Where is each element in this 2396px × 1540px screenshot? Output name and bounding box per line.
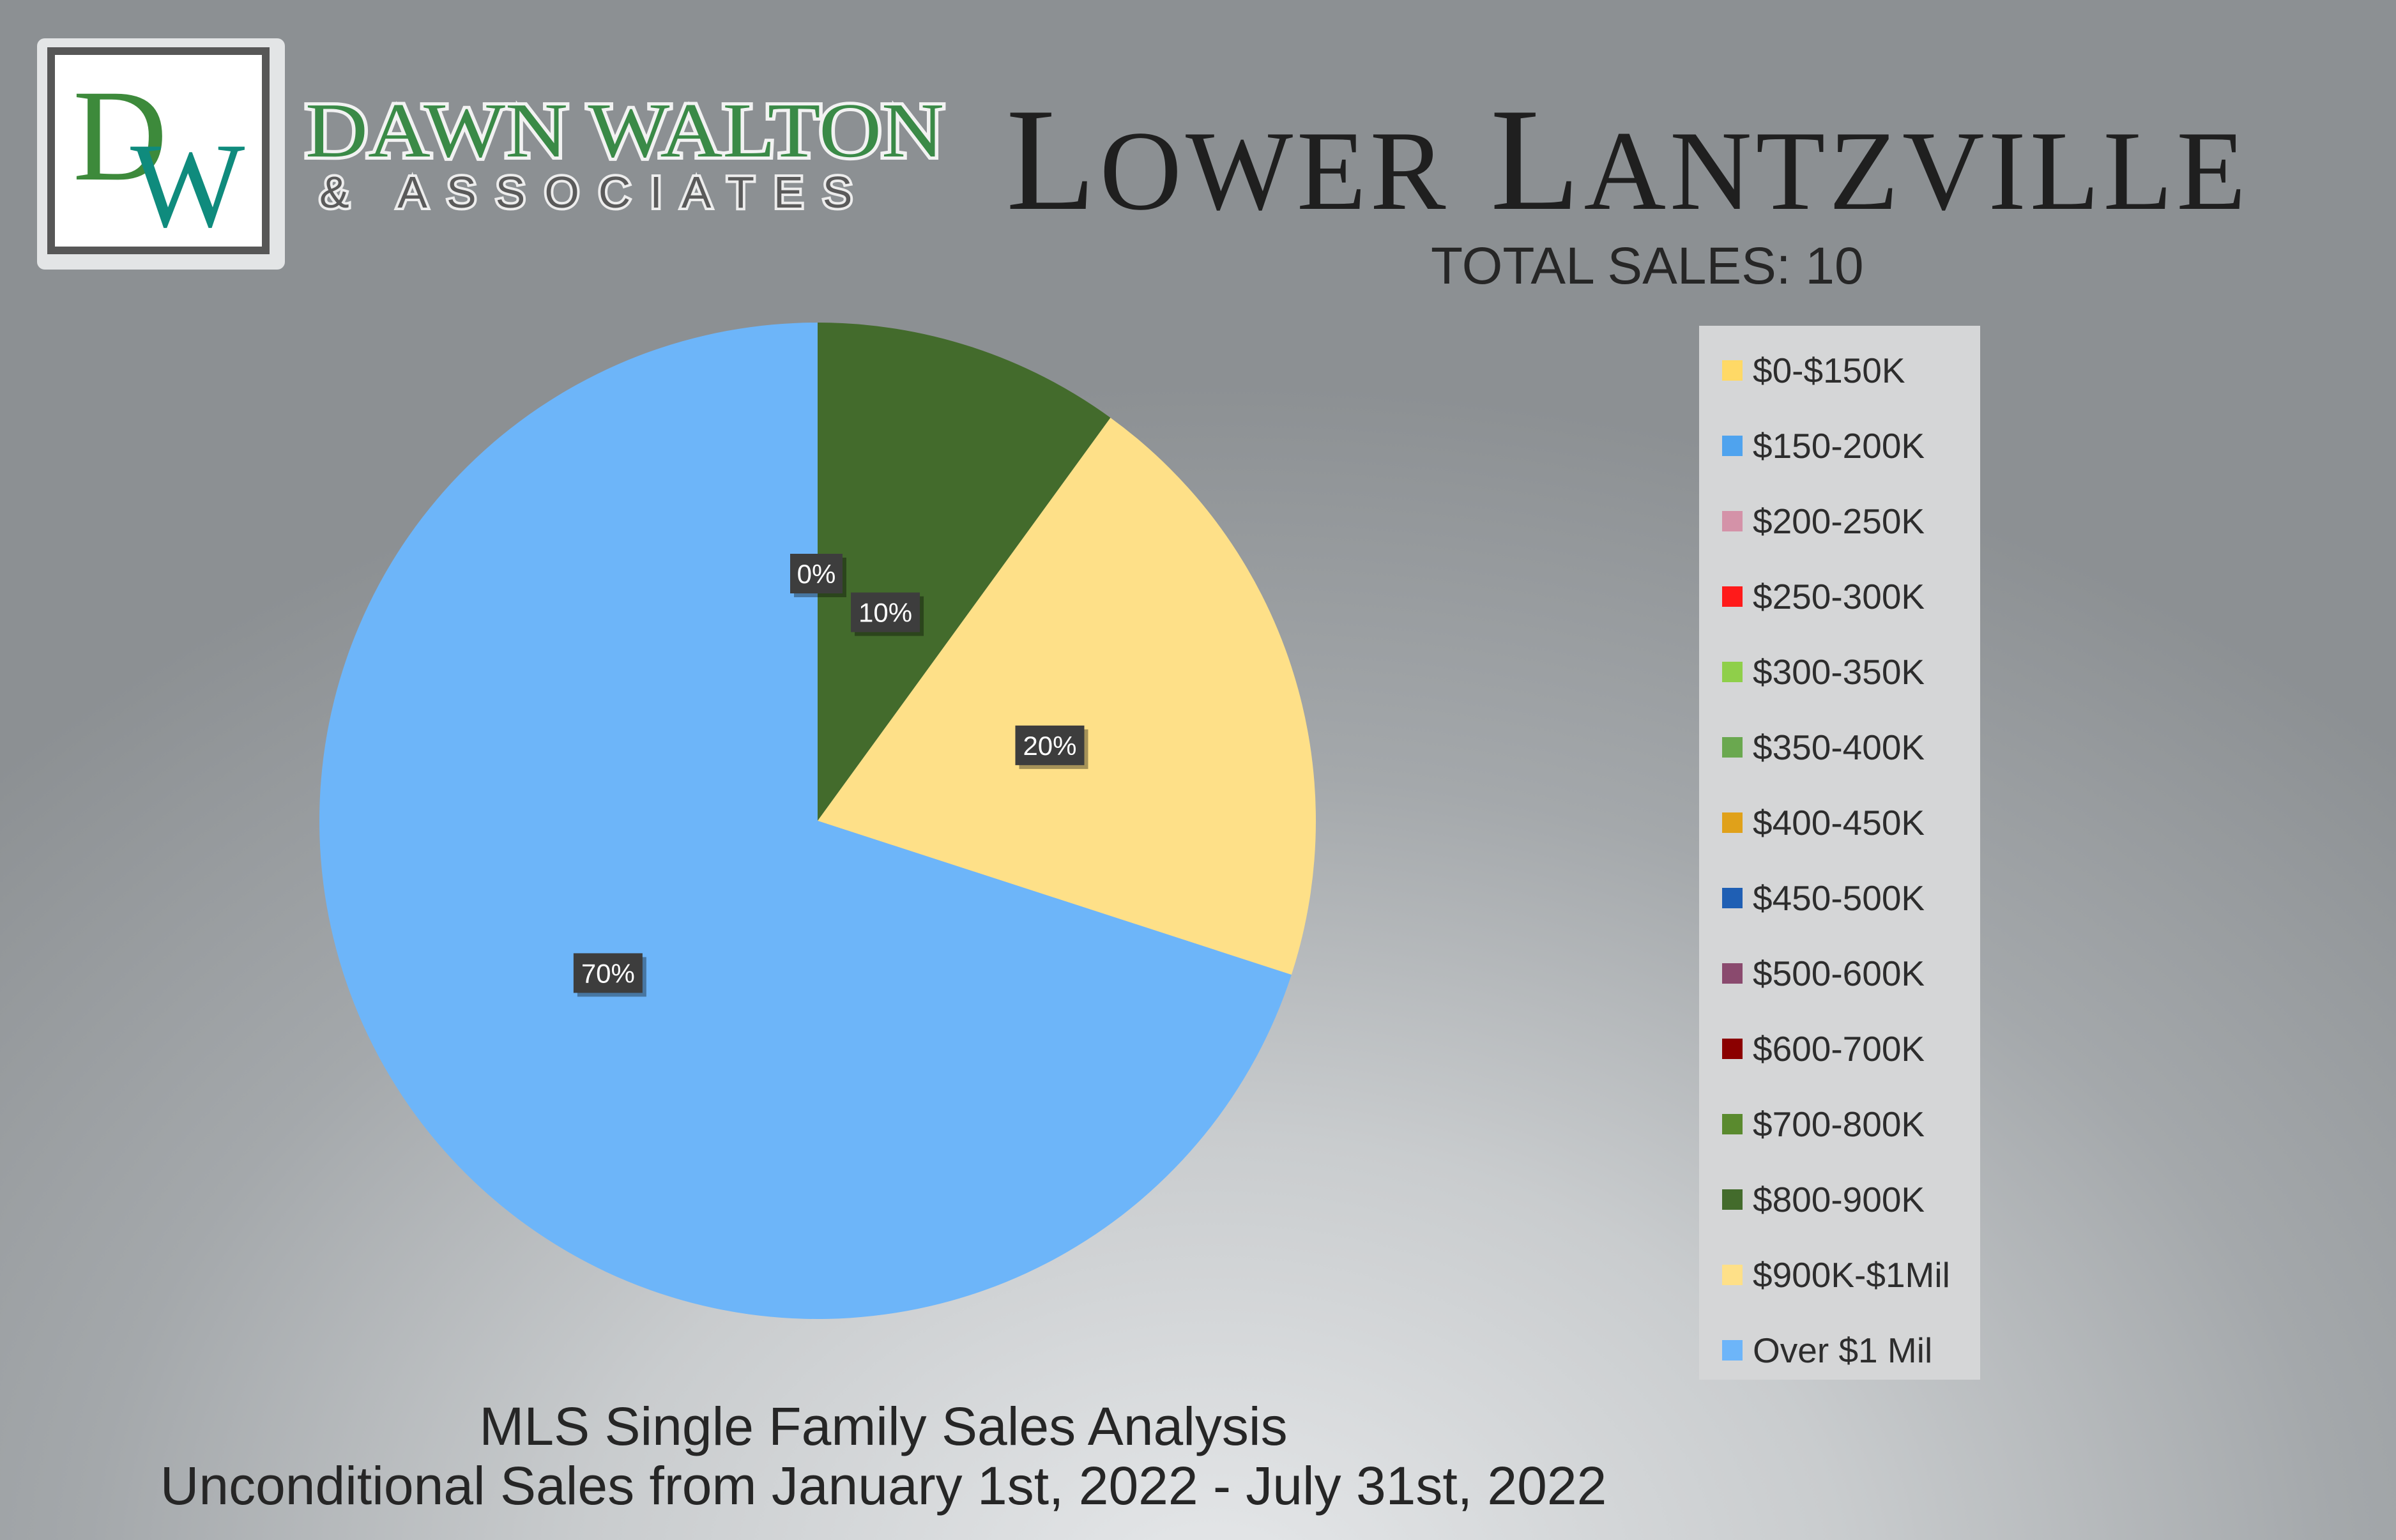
legend-swatch bbox=[1722, 812, 1743, 833]
legend-label: Over $1 Mil bbox=[1753, 1330, 1933, 1370]
legend-item: $150-200K bbox=[1722, 426, 1925, 466]
legend-swatch bbox=[1722, 1114, 1743, 1134]
logo-monogram-w: W bbox=[130, 119, 245, 247]
data-label-4: 70% bbox=[573, 953, 646, 997]
legend-label: $250-300K bbox=[1753, 577, 1925, 616]
legend-item: $200-250K bbox=[1722, 501, 1925, 541]
legend-item: Over $1 Mil bbox=[1722, 1330, 1933, 1370]
page-title: LOWER LANTZVILLE bbox=[1006, 78, 2250, 241]
legend-swatch bbox=[1722, 662, 1743, 682]
legend-label: $150-200K bbox=[1753, 426, 1925, 466]
svg-text:70%: 70% bbox=[581, 958, 635, 988]
legend-item: $0-$150K bbox=[1722, 351, 1905, 390]
legend-swatch bbox=[1722, 1265, 1743, 1285]
legend-item: $500-600K bbox=[1722, 954, 1925, 993]
legend-swatch bbox=[1722, 888, 1743, 908]
legend-label: $400-450K bbox=[1753, 803, 1925, 842]
legend-item: $700-800K bbox=[1722, 1104, 1925, 1144]
legend-item: $350-400K bbox=[1722, 728, 1925, 767]
legend-item: $250-300K bbox=[1722, 577, 1925, 616]
legend-label: $900K-$1Mil bbox=[1753, 1255, 1950, 1295]
legend-swatch bbox=[1722, 511, 1743, 531]
legend-item: $800-900K bbox=[1722, 1180, 1925, 1219]
pie-slice-over-1-mil bbox=[319, 323, 1292, 1319]
pie-slice-900k-1mil bbox=[818, 417, 1316, 975]
legend-item: $900K-$1Mil bbox=[1722, 1255, 1950, 1295]
logo-monogram-d: D bbox=[73, 63, 167, 208]
total-sales-label: TOTAL SALES: 10 bbox=[1431, 237, 1864, 295]
legend-label: $700-800K bbox=[1753, 1104, 1925, 1144]
svg-text:0%: 0% bbox=[797, 559, 836, 589]
legend-swatch bbox=[1722, 963, 1743, 984]
legend-label: $800-900K bbox=[1753, 1180, 1925, 1219]
legend-swatch bbox=[1722, 586, 1743, 607]
legend-label: $0-$150K bbox=[1753, 351, 1905, 390]
legend-item: $300-350K bbox=[1722, 652, 1925, 692]
legend-item: $600-700K bbox=[1722, 1029, 1925, 1069]
legend-label: $450-500K bbox=[1753, 878, 1925, 918]
svg-text:20%: 20% bbox=[1023, 731, 1076, 761]
legend-label: $350-400K bbox=[1753, 728, 1925, 767]
svg-text:10%: 10% bbox=[858, 598, 912, 628]
brand-sub: & ASSOCIATES bbox=[319, 167, 871, 217]
legend-swatch bbox=[1722, 360, 1743, 381]
data-label-2: 10% bbox=[851, 592, 924, 636]
chart-legend: $0-$150K $150-200K $200-250K $250-300K $300-… bbox=[1699, 326, 1980, 1380]
legend-swatch bbox=[1722, 737, 1743, 758]
brand-wordmark: DAWN WALTON & ASSOCIATES bbox=[302, 84, 947, 220]
pie-slice-800-900k bbox=[818, 323, 1111, 821]
legend-item: $400-450K bbox=[1722, 803, 1925, 842]
brand-name: DAWN WALTON bbox=[305, 88, 944, 174]
legend-swatch bbox=[1722, 1039, 1743, 1059]
legend-swatch bbox=[1722, 436, 1743, 456]
legend-label: $300-350K bbox=[1753, 652, 1925, 692]
legend-label: $600-700K bbox=[1753, 1029, 1925, 1069]
legend-item: $450-500K bbox=[1722, 878, 1925, 918]
chart-subtitle-2: Unconditional Sales from January 1st, 20… bbox=[160, 1456, 1607, 1516]
legend-swatch bbox=[1722, 1340, 1743, 1361]
data-label-1: 0% bbox=[790, 554, 846, 597]
legend-label: $500-600K bbox=[1753, 954, 1925, 993]
legend-label: $200-250K bbox=[1753, 501, 1925, 541]
data-label-3: 20% bbox=[1015, 725, 1088, 769]
legend-swatch bbox=[1722, 1189, 1743, 1210]
logo-frame: D W bbox=[37, 38, 285, 270]
chart-subtitle-1: MLS Single Family Sales Analysis bbox=[479, 1396, 1288, 1456]
logo-monogram: D W bbox=[47, 47, 270, 254]
